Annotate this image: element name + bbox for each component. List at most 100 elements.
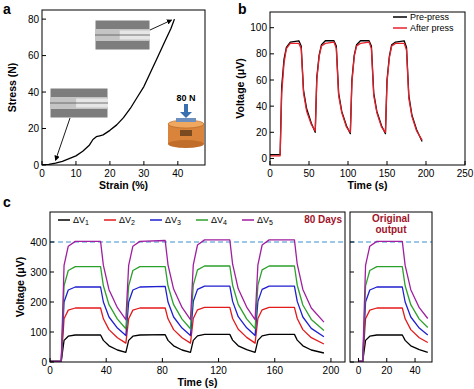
x-tick-label: 200 bbox=[418, 168, 435, 179]
x-tick-label: 120 bbox=[210, 365, 227, 376]
x-tick-label: 0 bbox=[39, 168, 45, 179]
y-tick-label: 100 bbox=[30, 327, 47, 338]
x-tick bbox=[106, 358, 107, 362]
x-tick-label: 50 bbox=[303, 168, 315, 179]
x-tick bbox=[75, 161, 76, 165]
press-arrow-head bbox=[180, 112, 192, 118]
y-tick-label: 100 bbox=[250, 22, 267, 33]
data-line bbox=[358, 267, 427, 362]
y-tick bbox=[350, 332, 354, 333]
y-axis-label: Voltage (μV) bbox=[14, 257, 26, 317]
legend-text-sub: 1 bbox=[85, 219, 89, 226]
y-tick bbox=[42, 92, 46, 93]
plot-area bbox=[42, 19, 174, 165]
plot-area bbox=[270, 41, 422, 156]
legend-swatch bbox=[58, 219, 70, 221]
x-tick-label: 150 bbox=[379, 168, 396, 179]
y-tick-label: 0 bbox=[33, 160, 39, 171]
y-tick-label: 0 bbox=[261, 153, 267, 164]
plot-frame bbox=[50, 212, 345, 362]
y-tick bbox=[50, 242, 54, 243]
x-tick bbox=[109, 161, 110, 165]
x-axis-label: Strain (%) bbox=[99, 179, 148, 191]
press-plate bbox=[176, 118, 196, 122]
x-tick bbox=[348, 161, 349, 165]
inset-photo bbox=[95, 20, 150, 50]
x-tick-label: 30 bbox=[138, 168, 150, 179]
legend-swatch bbox=[393, 27, 407, 29]
y-tick bbox=[270, 27, 274, 28]
y-tick-label: 80 bbox=[256, 48, 268, 59]
x-tick bbox=[218, 358, 219, 362]
x-tick-label: 0 bbox=[47, 365, 53, 376]
plot-area bbox=[50, 240, 345, 362]
y-tick bbox=[350, 302, 354, 303]
legend-swatch bbox=[150, 219, 162, 221]
panel-title: Originaloutput bbox=[372, 213, 410, 235]
plot-frame bbox=[270, 12, 465, 165]
x-tick-label: 40 bbox=[172, 168, 184, 179]
x-tick-label: 160 bbox=[266, 365, 283, 376]
legend-swatch bbox=[196, 219, 208, 221]
y-tick-label: 20 bbox=[256, 127, 268, 138]
x-tick bbox=[143, 161, 144, 165]
legend-text-main: ΔV bbox=[73, 215, 85, 225]
x-tick bbox=[162, 358, 163, 362]
annotation: 80 N bbox=[176, 93, 195, 103]
legend-text-sub: 5 bbox=[269, 219, 273, 226]
legend-label: ΔV2 bbox=[119, 215, 135, 226]
legend-label: ΔV5 bbox=[257, 215, 273, 226]
x-tick bbox=[387, 161, 388, 165]
y-tick-label: 40 bbox=[28, 87, 40, 98]
x-tick bbox=[358, 358, 359, 362]
y-tick-label: 60 bbox=[256, 75, 268, 86]
x-tick bbox=[177, 161, 178, 165]
data-line bbox=[270, 42, 422, 156]
legend-text-main: ΔV bbox=[257, 215, 269, 225]
legend: ΔV1ΔV2ΔV3ΔV4ΔV5 bbox=[58, 215, 273, 226]
x-axis-label: Time (s) bbox=[177, 376, 217, 388]
legend-text-main: ΔV bbox=[165, 215, 177, 225]
data-line bbox=[42, 19, 174, 165]
data-line bbox=[358, 241, 427, 361]
y-tick-label: 40 bbox=[256, 101, 268, 112]
y-tick bbox=[270, 132, 274, 133]
x-tick-label: 100 bbox=[340, 168, 357, 179]
y-axis-label: Voltage (μV) bbox=[234, 58, 246, 118]
y-tick-label: 400 bbox=[30, 237, 47, 248]
x-tick-label: 20 bbox=[381, 365, 393, 376]
press-cylinder-bottom bbox=[168, 140, 204, 148]
press-arrow-shaft bbox=[184, 104, 188, 112]
x-tick-label: 80 bbox=[157, 365, 169, 376]
legend-swatch bbox=[104, 219, 116, 221]
legend-swatch bbox=[393, 16, 407, 18]
y-tick bbox=[270, 158, 274, 159]
x-tick-label: 40 bbox=[409, 365, 421, 376]
press-sample bbox=[180, 130, 192, 136]
y-tick-label: 20 bbox=[28, 123, 40, 134]
y-tick bbox=[50, 332, 54, 333]
legend-label: After press bbox=[410, 23, 454, 33]
x-tick bbox=[274, 358, 275, 362]
figure: 010203040020406080Strain (%)Stress (N)a8… bbox=[0, 0, 474, 389]
y-tick-label: 0 bbox=[41, 357, 47, 368]
x-tick bbox=[42, 161, 43, 165]
legend-text-sub: 3 bbox=[177, 219, 181, 226]
x-tick-label: 10 bbox=[70, 168, 82, 179]
title-line: output bbox=[375, 224, 407, 235]
panel-label: a bbox=[3, 1, 11, 17]
legend-label: Pre-press bbox=[410, 12, 450, 22]
plot-area bbox=[350, 241, 432, 361]
plot-frame bbox=[42, 10, 205, 165]
legend-label: ΔV4 bbox=[211, 215, 227, 226]
y-tick bbox=[350, 362, 354, 363]
x-tick-label: 0 bbox=[356, 365, 362, 376]
panel-label: c bbox=[3, 194, 11, 210]
y-tick bbox=[350, 242, 354, 243]
x-tick bbox=[386, 358, 387, 362]
y-tick bbox=[42, 55, 46, 56]
panel-label: b bbox=[238, 1, 247, 17]
chart-panel: 010203040020406080Strain (%)Stress (N)a8… bbox=[3, 1, 205, 191]
x-tick bbox=[415, 358, 416, 362]
plot-frame bbox=[350, 212, 432, 362]
